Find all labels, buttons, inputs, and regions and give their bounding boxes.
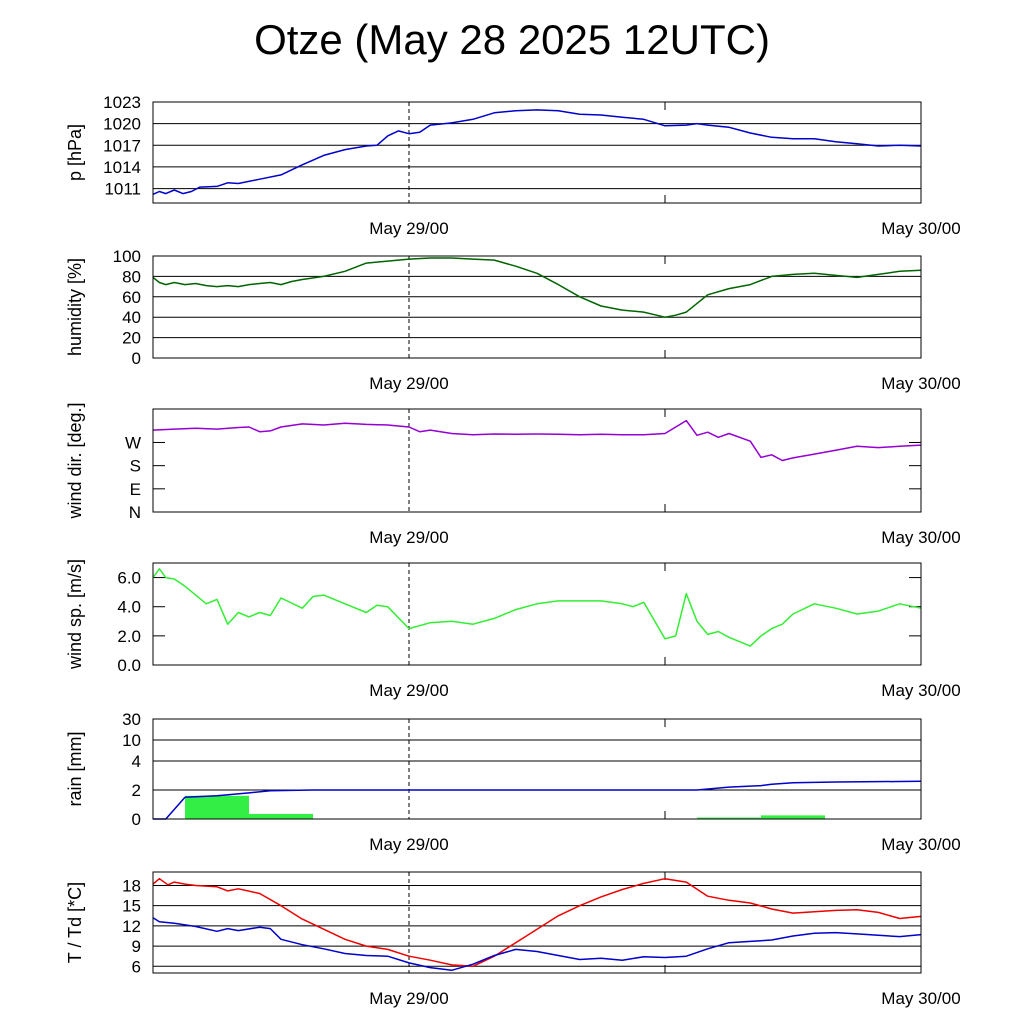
panel-1-series-pressure (152, 109, 922, 195)
panel-4-ytick-label: 4.0 (117, 598, 141, 617)
panel-3-series-wind_dir (152, 419, 922, 462)
panel-5-ytick-label: 0 (132, 810, 141, 829)
panel-6-series-temperature (152, 877, 922, 968)
panel-3-ytick-label: W (125, 433, 141, 452)
panel-5-rain-bar (761, 815, 825, 819)
panel-5-ytick-label: 10 (122, 731, 141, 750)
panel-2-series-humidity (152, 257, 922, 318)
panel-4-xtick-label: May 30/00 (881, 681, 960, 700)
panel-5-frame (152, 718, 922, 820)
panel-6-ytick-label: 18 (122, 876, 141, 895)
panel-5-ytick-label: 4 (132, 752, 141, 771)
panel-1-ytick-label: 1023 (103, 93, 141, 112)
panel-1-xtick-label: May 29/00 (369, 219, 448, 238)
panel-5-xtick-label: May 29/00 (369, 835, 448, 854)
panel-2-frame (152, 255, 922, 359)
panel-2-ytick-label: 40 (122, 308, 141, 327)
panel-2-ytick-label: 60 (122, 288, 141, 307)
panel-2-xtick-label: May 30/00 (881, 374, 960, 393)
panel-6-ytick-label: 12 (122, 917, 141, 936)
panel-5-ytick-label: 30 (122, 710, 141, 729)
panel-6-xtick-label: May 29/00 (369, 989, 448, 1008)
panel-4-frame (152, 562, 922, 666)
panel-6-ytick-label: 9 (132, 937, 141, 956)
panel-5-series-rain_total (153, 780, 922, 820)
panel-2-ytick-label: 20 (122, 329, 141, 348)
panel-5-xtick-label: May 30/00 (881, 835, 960, 854)
panel-3-xtick-label: May 30/00 (881, 528, 960, 547)
panel-2-ylabel: humidity [%] (65, 258, 85, 356)
panel-6-ylabel: T / Td [*C] (65, 882, 85, 963)
panel-2-ytick-label: 0 (132, 349, 141, 368)
panel-5-rain-bar (185, 795, 249, 819)
panel-3-frame (152, 408, 922, 513)
panel-3-ylabel: wind dir. [deg.] (65, 402, 85, 519)
panel-5-rain-bar (697, 817, 761, 819)
panel-5-rain-bar (249, 813, 313, 819)
panel-1-xtick-label: May 30/00 (881, 219, 960, 238)
panel-6-series-dewpoint (152, 917, 922, 972)
panel-3-ytick-label: S (130, 457, 141, 476)
panel-2-xtick-label: May 29/00 (369, 374, 448, 393)
panel-1-ylabel: p [hPa] (65, 124, 85, 181)
panel-6-xtick-label: May 30/00 (881, 989, 960, 1008)
chart-title: Otze (May 28 2025 12UTC) (254, 16, 770, 63)
panel-2-ytick-label: 80 (122, 267, 141, 286)
panel-1-ytick-label: 1014 (103, 158, 141, 177)
panel-1-ytick-label: 1017 (103, 136, 141, 155)
panel-6-ytick-label: 15 (122, 897, 141, 916)
panel-4-ytick-label: 6.0 (117, 569, 141, 588)
panel-5-ytick-label: 2 (132, 781, 141, 800)
panel-5-ylabel: rain [mm] (65, 731, 85, 806)
panel-6-ytick-label: 6 (132, 957, 141, 976)
panel-3-ytick-label: E (130, 480, 141, 499)
panel-3-ytick-label: N (129, 503, 141, 522)
panel-3-xtick-label: May 29/00 (369, 528, 448, 547)
panel-4-series-wind_speed (152, 568, 922, 647)
panel-4-ytick-label: 2.0 (117, 627, 141, 646)
panel-4-ytick-label: 0.0 (117, 656, 141, 675)
panel-4-ylabel: wind sp. [m/s] (65, 559, 85, 670)
panel-1-ytick-label: 1020 (103, 115, 141, 134)
panel-1-frame (152, 101, 922, 204)
panel-2-ytick-label: 100 (113, 247, 141, 266)
panel-4-xtick-label: May 29/00 (369, 681, 448, 700)
panel-6-frame (152, 871, 922, 974)
panel-1-ytick-label: 1011 (104, 180, 141, 199)
